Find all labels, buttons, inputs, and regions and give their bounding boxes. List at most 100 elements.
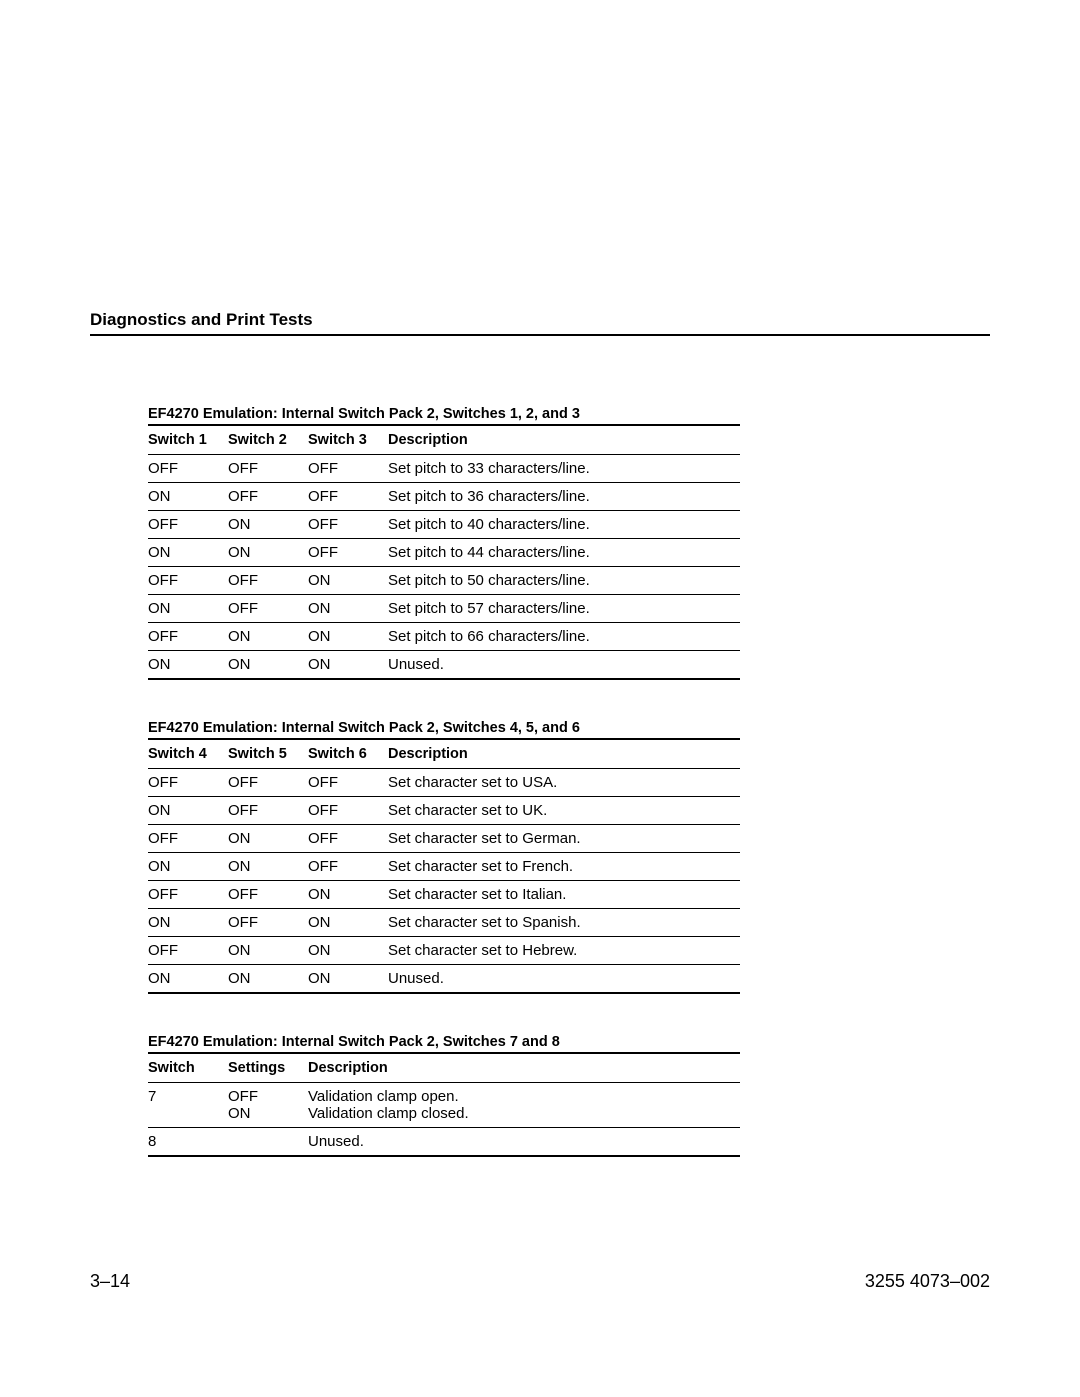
table-cell: Unused. xyxy=(308,1128,740,1157)
table-row: ONONOFFSet character set to French. xyxy=(148,853,740,881)
footer-right: 3255 4073–002 xyxy=(865,1271,990,1292)
table-cell: 7 xyxy=(148,1083,228,1128)
table-1-wrap: EF4270 Emulation: Internal Switch Pack 2… xyxy=(148,406,740,680)
section-title: Diagnostics and Print Tests xyxy=(90,310,990,330)
table-cell: OFF xyxy=(148,511,228,539)
table-1-col-0: Switch 1 xyxy=(148,425,228,455)
table-cell: ON xyxy=(148,853,228,881)
table-cell xyxy=(228,1128,308,1157)
table-cell: Set character set to Hebrew. xyxy=(388,937,740,965)
table-row: OFFOFFONSet character set to Italian. xyxy=(148,881,740,909)
table-3-wrap: EF4270 Emulation: Internal Switch Pack 2… xyxy=(148,1034,740,1157)
table-cell: Set pitch to 40 characters/line. xyxy=(388,511,740,539)
table-cell: OFF xyxy=(308,825,388,853)
table-cell: Set character set to Spanish. xyxy=(388,909,740,937)
table-row: ONOFFONSet character set to Spanish. xyxy=(148,909,740,937)
table-1-header-row: Switch 1 Switch 2 Switch 3 Description xyxy=(148,425,740,455)
table-3-col-0: Switch xyxy=(148,1053,228,1083)
table-cell: Set character set to Italian. xyxy=(388,881,740,909)
table-1-body: OFFOFFOFFSet pitch to 33 characters/line… xyxy=(148,455,740,680)
table-3-col-1: Settings xyxy=(228,1053,308,1083)
table-1-col-2: Switch 3 xyxy=(308,425,388,455)
table-row: ONONONUnused. xyxy=(148,651,740,680)
table-cell: OFF xyxy=(228,769,308,797)
table-row: OFFONONSet character set to Hebrew. xyxy=(148,937,740,965)
table-cell: OFF xyxy=(308,455,388,483)
table-3: Switch Settings Description 7OFFONValida… xyxy=(148,1052,740,1157)
page: Diagnostics and Print Tests EF4270 Emula… xyxy=(0,0,1080,1397)
table-cell: ON xyxy=(228,853,308,881)
table-3-header-row: Switch Settings Description xyxy=(148,1053,740,1083)
table-cell: Set pitch to 66 characters/line. xyxy=(388,623,740,651)
table-cell: OFF xyxy=(308,539,388,567)
table-cell: ON xyxy=(148,965,228,994)
table-cell: OFF xyxy=(308,769,388,797)
table-cell: ON xyxy=(228,651,308,680)
table-row: ONONONUnused. xyxy=(148,965,740,994)
table-cell: Set pitch to 36 characters/line. xyxy=(388,483,740,511)
table-2-header-row: Switch 4 Switch 5 Switch 6 Description xyxy=(148,739,740,769)
table-cell: OFF xyxy=(148,937,228,965)
table-cell: ON xyxy=(228,825,308,853)
table-cell: ON xyxy=(228,539,308,567)
table-cell: ON xyxy=(228,937,308,965)
table-cell: OFF xyxy=(228,881,308,909)
table-2-col-0: Switch 4 xyxy=(148,739,228,769)
table-cell: Set character set to French. xyxy=(388,853,740,881)
table-row: ONOFFOFFSet pitch to 36 characters/line. xyxy=(148,483,740,511)
table-row: ONOFFONSet pitch to 57 characters/line. xyxy=(148,595,740,623)
table-cell: ON xyxy=(148,909,228,937)
table-cell: OFF xyxy=(228,455,308,483)
table-cell: OFF xyxy=(228,595,308,623)
table-cell: Set pitch to 44 characters/line. xyxy=(388,539,740,567)
table-cell: ON xyxy=(308,567,388,595)
table-cell: ON xyxy=(148,483,228,511)
table-cell: ON xyxy=(308,937,388,965)
table-cell: ON xyxy=(148,595,228,623)
table-cell: ON xyxy=(308,623,388,651)
table-cell: OFF xyxy=(148,455,228,483)
table-cell: ON xyxy=(228,623,308,651)
table-cell: Unused. xyxy=(388,651,740,680)
table-cell: OFF xyxy=(148,881,228,909)
table-1: Switch 1 Switch 2 Switch 3 Description O… xyxy=(148,424,740,680)
table-cell: Set pitch to 33 characters/line. xyxy=(388,455,740,483)
table-cell: Unused. xyxy=(388,965,740,994)
table-3-body: 7OFFONValidation clamp open.Validation c… xyxy=(148,1083,740,1157)
table-cell: Set pitch to 57 characters/line. xyxy=(388,595,740,623)
table-row: OFFONOFFSet character set to German. xyxy=(148,825,740,853)
table-cell: ON xyxy=(148,797,228,825)
table-cell: OFFON xyxy=(228,1083,308,1128)
table-row: ONOFFOFFSet character set to UK. xyxy=(148,797,740,825)
table-cell: 8 xyxy=(148,1128,228,1157)
table-cell: OFF xyxy=(228,483,308,511)
table-cell: Set character set to USA. xyxy=(388,769,740,797)
table-cell: OFF xyxy=(308,483,388,511)
table-2-col-3: Description xyxy=(388,739,740,769)
table-3-col-2: Description xyxy=(308,1053,740,1083)
table-cell: OFF xyxy=(308,853,388,881)
table-cell: ON xyxy=(308,909,388,937)
table-row: OFFOFFOFFSet character set to USA. xyxy=(148,769,740,797)
table-cell: ON xyxy=(308,965,388,994)
table-row: ONONOFFSet pitch to 44 characters/line. xyxy=(148,539,740,567)
table-cell: Validation clamp open.Validation clamp c… xyxy=(308,1083,740,1128)
table-2-col-1: Switch 5 xyxy=(228,739,308,769)
table-cell: ON xyxy=(308,881,388,909)
table-cell: ON xyxy=(148,539,228,567)
table-row: OFFONOFFSet pitch to 40 characters/line. xyxy=(148,511,740,539)
footer-left: 3–14 xyxy=(90,1271,130,1292)
table-cell: Set character set to German. xyxy=(388,825,740,853)
table-cell: OFF xyxy=(308,511,388,539)
table-cell: ON xyxy=(148,651,228,680)
table-2-caption: EF4270 Emulation: Internal Switch Pack 2… xyxy=(148,720,740,736)
table-cell: Set pitch to 50 characters/line. xyxy=(388,567,740,595)
table-row: 7OFFONValidation clamp open.Validation c… xyxy=(148,1083,740,1128)
page-footer: 3–14 3255 4073–002 xyxy=(90,1271,990,1292)
table-1-col-1: Switch 2 xyxy=(228,425,308,455)
table-1-col-3: Description xyxy=(388,425,740,455)
section-rule xyxy=(90,334,990,336)
table-row: OFFOFFONSet pitch to 50 characters/line. xyxy=(148,567,740,595)
table-2-wrap: EF4270 Emulation: Internal Switch Pack 2… xyxy=(148,720,740,994)
table-cell: OFF xyxy=(148,623,228,651)
